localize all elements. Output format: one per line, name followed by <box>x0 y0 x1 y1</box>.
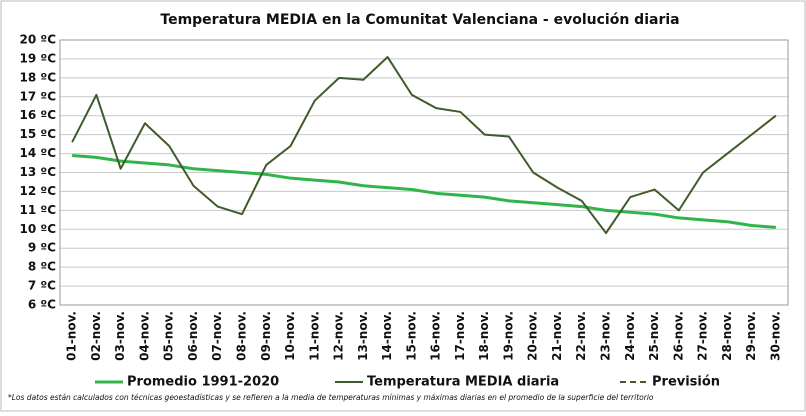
y-tick-label: 15 ºC <box>20 127 57 141</box>
x-tick-label: 12-nov. <box>332 311 346 361</box>
y-tick-label: 18 ºC <box>20 70 57 84</box>
x-tick-label: 17-nov. <box>453 311 467 361</box>
y-tick-label: 12 ºC <box>20 184 57 198</box>
x-tick-label: 25-nov. <box>647 311 661 361</box>
x-tick-label: 28-nov. <box>720 311 734 361</box>
x-tick-label: 10-nov. <box>283 311 297 361</box>
legend-label: Promedio 1991-2020 <box>127 375 279 390</box>
y-tick-label: 9 ºC <box>28 241 56 255</box>
y-tick-label: 19 ºC <box>20 51 57 65</box>
x-tick-label: 07-nov. <box>210 311 224 361</box>
y-tick-label: 20 ºC <box>20 33 57 47</box>
x-tick-label: 24-nov. <box>623 311 637 361</box>
x-tick-label: 23-nov. <box>599 311 613 361</box>
chart-title: Temperatura MEDIA en la Comunitat Valenc… <box>160 12 679 28</box>
footnote: *Los datos están calculados con técnicas… <box>8 393 654 402</box>
x-tick-label: 11-nov. <box>307 311 321 361</box>
x-tick-label: 18-nov. <box>477 311 491 361</box>
y-tick-label: 6 ºC <box>28 298 56 312</box>
y-tick-label: 13 ºC <box>20 165 57 179</box>
x-tick-label: 01-nov. <box>65 311 79 361</box>
legend-label: Previsión <box>652 375 720 390</box>
x-tick-label: 03-nov. <box>113 311 127 361</box>
x-tick-label: 27-nov. <box>696 311 710 361</box>
x-tick-label: 30-nov. <box>768 311 782 361</box>
legend-label: Temperatura MEDIA diaria <box>367 375 559 390</box>
y-tick-label: 7 ºC <box>28 279 56 293</box>
series-line <box>71 56 777 235</box>
x-tick-label: 21-nov. <box>550 311 564 361</box>
series-line <box>72 153 776 229</box>
y-tick-label: 8 ºC <box>28 260 56 274</box>
x-tick-label: 29-nov. <box>744 311 758 361</box>
x-tick-label: 14-nov. <box>380 311 394 361</box>
x-tick-label: 04-nov. <box>137 311 151 361</box>
x-tick-label: 19-nov. <box>501 311 515 361</box>
x-tick-label: 16-nov. <box>429 311 443 361</box>
x-tick-label: 13-nov. <box>356 311 370 361</box>
y-tick-label: 17 ºC <box>20 89 57 103</box>
x-tick-label: 15-nov. <box>404 311 418 361</box>
y-tick-label: 10 ºC <box>20 222 57 236</box>
y-tick-label: 14 ºC <box>20 146 57 160</box>
plot-border <box>59 39 789 306</box>
x-tick-label: 26-nov. <box>671 311 685 361</box>
x-tick-label: 06-nov. <box>186 311 200 361</box>
x-tick-label: 05-nov. <box>162 311 176 361</box>
y-tick-label: 11 ºC <box>20 203 57 217</box>
x-tick-label: 09-nov. <box>259 311 273 361</box>
x-tick-label: 20-nov. <box>526 311 540 361</box>
x-tick-label: 08-nov. <box>235 311 249 361</box>
x-tick-label: 02-nov. <box>89 311 103 361</box>
y-tick-label: 16 ºC <box>20 108 57 122</box>
x-tick-label: 22-nov. <box>574 311 588 361</box>
